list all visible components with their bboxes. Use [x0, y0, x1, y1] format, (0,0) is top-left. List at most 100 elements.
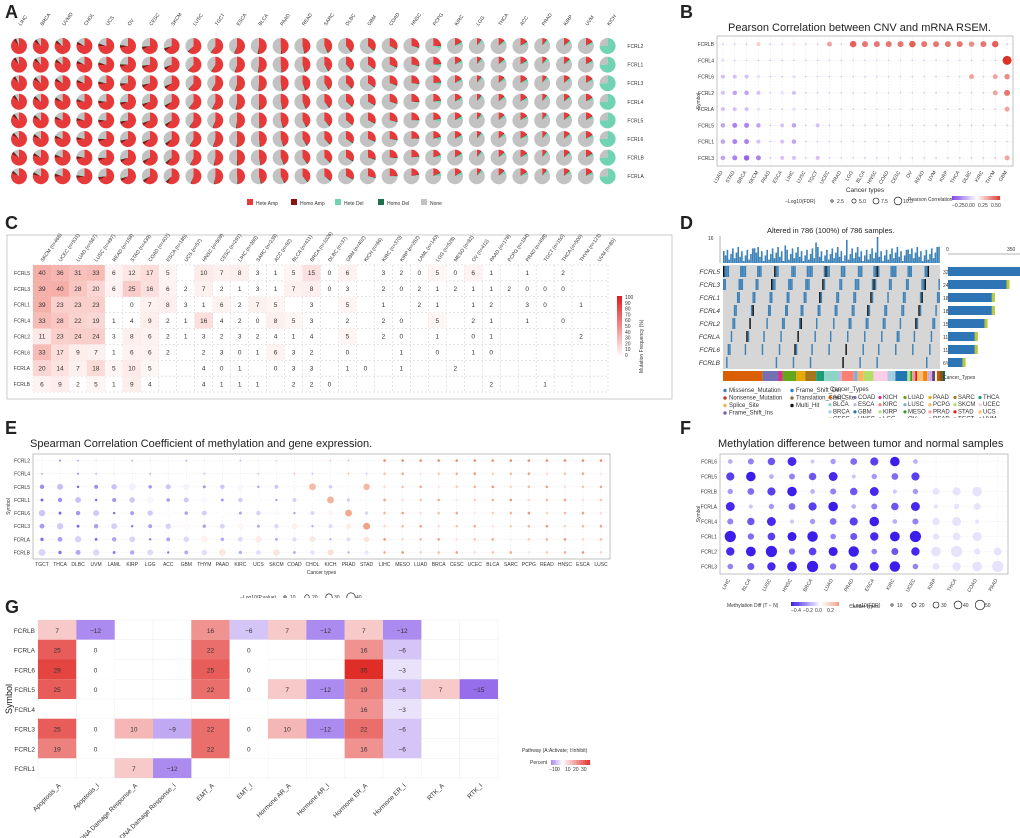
a-legend-swatch [291, 199, 297, 205]
a-pie-slice [294, 56, 304, 73]
a-pie-slice [556, 56, 572, 73]
a-cancer-label: PCPG [432, 12, 445, 27]
a-pie-slice [13, 151, 19, 158]
b-dot [935, 108, 937, 111]
a-pie-slice [280, 83, 283, 92]
d-mutation [823, 279, 826, 290]
c-cell-value: 6 [148, 334, 152, 341]
e-dot [311, 472, 314, 475]
a-pie-slice [235, 38, 246, 55]
g-cell-value: −6 [245, 628, 253, 635]
d-cancer-label: PCPG [933, 402, 950, 408]
d-mutation [800, 318, 802, 329]
a-pie-slice [338, 112, 352, 129]
c-cell-value: 1 [489, 286, 493, 293]
a-pie-slice [433, 118, 442, 122]
e-dot [581, 472, 585, 475]
c-cell-value: 2 [382, 286, 386, 293]
c-cell-value: 16 [200, 318, 208, 325]
a-pie-slice [542, 76, 547, 84]
a-pie-slice [599, 112, 608, 121]
c-cell-value: 6 [274, 350, 278, 357]
d-top-bar [880, 251, 882, 263]
b-dot [840, 59, 843, 62]
b-dot [992, 90, 998, 96]
e-frame [32, 453, 611, 560]
d-mutation [847, 331, 849, 342]
a-pie-slice [120, 38, 136, 54]
g-cell-value: 0 [247, 648, 251, 655]
f-color-bar [823, 602, 825, 606]
e-dot [491, 551, 495, 554]
f-dot [871, 503, 878, 510]
d-mutation [754, 292, 756, 303]
d-mutation [744, 344, 747, 355]
c-cell-value: 1 [220, 381, 224, 388]
e-dot [273, 510, 280, 517]
d-mutation [771, 279, 773, 290]
a-pie-slice [56, 112, 63, 121]
d-top-bar [876, 237, 879, 263]
g-cell [344, 620, 383, 640]
d-top-bar [789, 254, 792, 263]
e-dot [257, 472, 260, 475]
a-pie-slice [163, 56, 172, 67]
a-legend-swatch [378, 199, 384, 205]
panel-d-oncoplot: 16FCRL532%FCRL324%FCRL118%FCRL418%FCRL21… [699, 236, 1020, 418]
g-cell [38, 659, 77, 680]
a-pie-slice [237, 149, 245, 166]
f-dot [950, 545, 963, 558]
e-dot [527, 485, 531, 489]
b-dot [743, 155, 750, 161]
b-dot [804, 75, 807, 78]
d-top-bar [735, 252, 738, 263]
a-pie-slice [280, 64, 283, 73]
c-cell [104, 360, 123, 377]
e-cancer-label: BLCA [486, 562, 500, 568]
f-dot [767, 457, 776, 466]
e-dot [581, 524, 585, 528]
e-dot [148, 485, 152, 489]
d-top-bar [864, 255, 866, 263]
a-pie-slice [534, 75, 551, 92]
c-cell [140, 312, 159, 329]
a-pie-slice [324, 56, 333, 71]
e-dot [183, 536, 189, 543]
c-cell [33, 280, 51, 297]
e-dot [509, 538, 513, 541]
a-pie-slice [585, 115, 593, 121]
b-dot [970, 140, 973, 143]
e-dot [293, 472, 296, 475]
a-pie-slice [187, 83, 194, 90]
d-mutation [899, 318, 902, 329]
a-pie-slice [403, 56, 420, 73]
a-cancer-label: SARC [323, 12, 336, 27]
f-dot [747, 517, 755, 526]
d-variant-swatch [790, 396, 794, 400]
a-pie-slice [163, 149, 172, 162]
b-cancer-label: KIRC [974, 170, 985, 184]
e-dot [293, 550, 296, 554]
e-dot [149, 538, 152, 541]
a-pie-slice [389, 64, 398, 68]
c-cell-value: 4 [202, 365, 206, 372]
a-pie-slice [599, 131, 608, 139]
d-mutation [851, 305, 854, 316]
c-cell [428, 312, 447, 329]
g-cell-value: 7 [439, 687, 443, 694]
a-pie-slice [381, 131, 398, 147]
g-cell [268, 620, 307, 640]
b-color-bar [992, 196, 994, 200]
g-cell-value: 0 [247, 687, 251, 694]
b-dot [852, 108, 855, 111]
a-pie-slice [77, 56, 85, 65]
a-pie-slice [346, 120, 353, 126]
b-size-legend-dot [830, 199, 834, 203]
b-dot [804, 91, 807, 94]
a-pie-slice [76, 168, 85, 177]
a-pie-slice [257, 64, 259, 73]
e-dot [75, 496, 82, 503]
d-mutation [760, 266, 762, 277]
c-legend-tick: 30 [625, 336, 631, 342]
d-variant-label: Frame_Shift_Del [796, 388, 841, 394]
